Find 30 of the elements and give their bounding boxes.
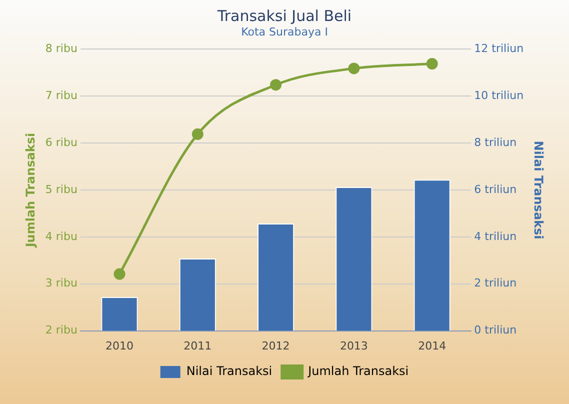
chart-subtitle: Kota Surabaya I (241, 25, 328, 38)
x-tick-label: 2011 (184, 339, 212, 352)
y-axis-title: Jumlah Transaksi (23, 132, 38, 248)
y2-tick-label: 12 triliun (474, 42, 524, 56)
y-tick-label: 2 ribu (45, 324, 78, 337)
chart-title: Transaksi Jual Beli (216, 6, 352, 25)
x-tick-label: 2012 (262, 339, 290, 352)
legend-label: Jumlah Transaksi (307, 364, 409, 378)
y2-axis-title: Nilai Transaksi (532, 140, 546, 240)
x-tick-label: 2014 (418, 339, 446, 352)
point (270, 79, 282, 91)
y2-tick-label: 0 triliun (474, 324, 517, 337)
y2-tick-label: 6 triliun (474, 182, 517, 196)
x-tick-label: 2013 (340, 339, 368, 352)
point (192, 128, 204, 140)
x-tick-label: 2010 (106, 339, 134, 352)
y2-tick-label: 10 triliun (474, 88, 524, 102)
y2-tick-label: 8 triliun (474, 136, 517, 149)
point (114, 268, 126, 280)
y-tick-label: 3 ribu (45, 276, 78, 290)
legend-label: Nilai Transaksi (186, 364, 272, 378)
y-tick-label: 8 ribu (45, 42, 78, 56)
y2-tick-label: 4 triliun (474, 230, 517, 243)
point (348, 62, 360, 74)
y-tick-label: 4 ribu (45, 230, 78, 243)
point (426, 58, 438, 70)
y2-tick-label: 2 triliun (474, 276, 517, 290)
y-tick-label: 6 ribu (45, 136, 78, 149)
y-tick-label: 7 ribu (45, 88, 78, 102)
y-tick-label: 5 ribu (45, 182, 78, 196)
